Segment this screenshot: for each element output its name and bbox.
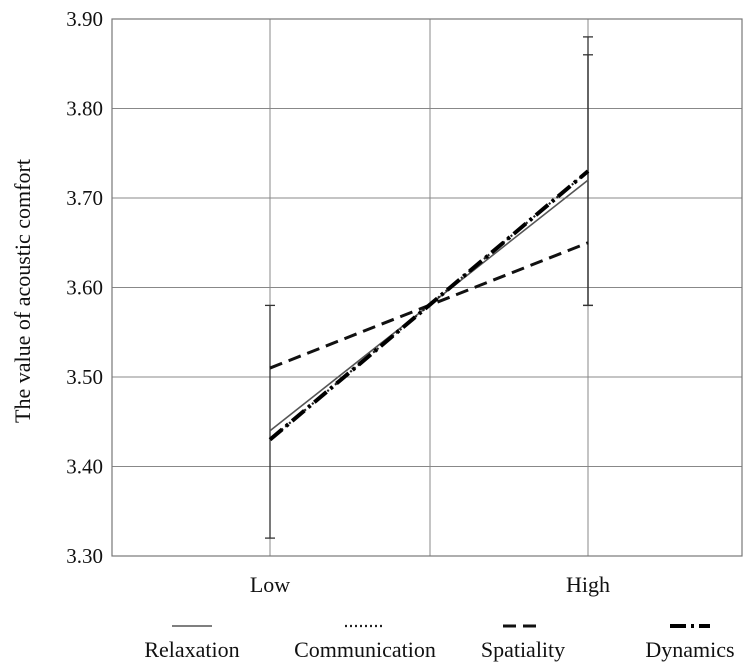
- y-axis-ticks: 3.30 3.40 3.50 3.60 3.70 3.80 3.90: [66, 7, 103, 568]
- plot-frame: [111, 18, 743, 557]
- x-axis-ticks: Low High: [250, 572, 610, 597]
- y-tick-label: 3.50: [66, 365, 103, 389]
- legend-label: Communication: [294, 637, 436, 662]
- legend: Relaxation Communication Spatiality Dynamic…: [144, 624, 735, 662]
- series-lines: [268, 169, 590, 442]
- grid: [112, 18, 742, 557]
- legend-label: Relaxation: [144, 637, 239, 662]
- y-tick-label: 3.40: [66, 455, 103, 479]
- series-line-dynamics: [268, 169, 590, 442]
- y-tick-label: 3.80: [66, 97, 103, 121]
- y-tick-label: 3.70: [66, 186, 103, 210]
- y-tick-label: 3.60: [66, 276, 103, 300]
- series-line-communication: [269, 170, 589, 441]
- legend-label: Dynamics: [645, 637, 734, 662]
- y-tick-label: 3.30: [66, 544, 103, 568]
- x-tick-label: Low: [250, 572, 290, 597]
- x-tick-label: High: [566, 572, 610, 597]
- y-tick-label: 3.90: [66, 7, 103, 31]
- legend-label: Spatiality: [481, 637, 565, 662]
- y-axis-title: The value of acoustic comfort: [10, 159, 35, 423]
